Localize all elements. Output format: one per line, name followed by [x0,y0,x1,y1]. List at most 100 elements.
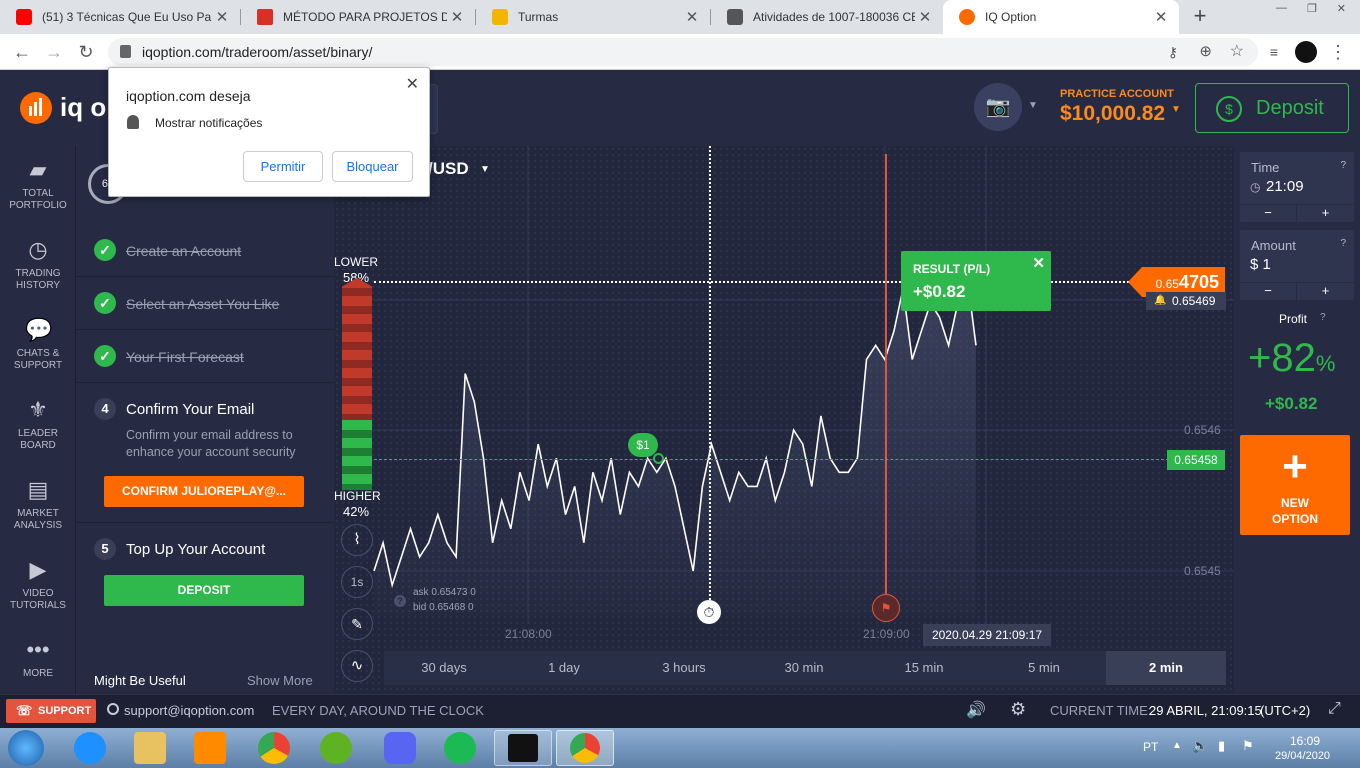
timeframe-3-hours[interactable]: 3 hours [662,660,706,675]
balance-chevron-icon[interactable]: ▼ [1171,104,1181,115]
network-icon[interactable]: ▮ [1218,738,1226,753]
block-button[interactable]: Bloquear [332,151,413,182]
bell-icon [127,115,139,129]
volume-icon[interactable]: 🔊 [966,702,986,719]
entry-price-tag: 0.65458 [1167,450,1225,470]
alert-price-tag[interactable]: 🔔 0.65469 [1146,292,1226,310]
show-more-link[interactable]: Show More [247,673,313,688]
timeframe-30-min[interactable]: 30 min [784,660,824,675]
amount-box[interactable]: Amount ? $ 1 − + [1240,230,1354,300]
indicators-icon[interactable]: ∿ [341,650,373,682]
start-button[interactable] [8,730,44,766]
ie-icon[interactable] [74,732,106,764]
browser-tab-turmas[interactable]: Turmas ✕ [476,0,710,34]
nav-video-tutorials[interactable]: ▶ VIDEO TUTORIALS [10,557,66,612]
spotify-icon[interactable] [444,732,476,764]
asset-chevron-icon[interactable]: ▼ [480,164,490,175]
y-tick: 0.6545 [1184,564,1221,578]
help-icon[interactable]: ? [1340,238,1346,249]
close-tab-icon[interactable]: ✕ [1154,9,1168,26]
chrome-icon[interactable] [258,732,290,764]
timeframe-1-day[interactable]: 1 day [548,660,580,675]
timeframe-5-min[interactable]: 5 min [1028,660,1060,675]
asset-name[interactable]: /USD [428,159,469,178]
time-box[interactable]: Time ? ◷ 21:09 − + [1240,152,1354,222]
nav-trading-history[interactable]: ◷ TRADING HISTORY [15,237,61,292]
tray-arrow-icon[interactable]: ▲ [1172,740,1182,751]
camera-icon[interactable]: 📷 [974,83,1022,131]
chart-area[interactable]: /USD ▼ LOWER 58% HIGHER 42% ⌇ 1s ✎ ∿ ? a… [334,146,1234,694]
iqoption-icon [959,9,975,25]
nav-market-analysis[interactable]: ▤ MARKET ANALYSIS [13,477,63,532]
timeframe-2-min[interactable]: 2 min [1106,651,1226,685]
back-icon[interactable]: ← [13,42,31,62]
discord-icon[interactable] [384,732,416,764]
star-icon[interactable]: ☆ [1229,43,1244,60]
minimize-icon[interactable]: — [1275,2,1287,14]
timeframe-30-days[interactable]: 30 days [421,660,467,675]
chrome-window-button[interactable] [556,730,614,766]
popup-close-icon[interactable]: ✕ [405,76,419,93]
close-tab-icon[interactable]: ✕ [685,9,699,26]
confirm-email-button[interactable]: CONFIRM JULIOREPLAY@... [104,476,304,507]
browser-tab-metodo[interactable]: MÉTODO PARA PROJETOS DE A ✕ [241,0,475,34]
media-player-icon[interactable] [194,732,226,764]
panel-deposit-button[interactable]: DEPOSIT [104,575,304,606]
fullscreen-icon[interactable]: ⤢ [1328,700,1341,717]
close-tab-icon[interactable]: ✕ [450,9,464,26]
price-chart[interactable] [334,146,1234,694]
nav-leader-board[interactable]: ⚜ LEADER BOARD [17,397,58,452]
menu-icon[interactable]: ⋮ [1329,42,1347,62]
x-tick: 21:08:00 [505,627,552,641]
language-indicator[interactable]: PT [1143,740,1159,754]
deposit-button[interactable]: $ Deposit [1195,83,1349,133]
close-result-icon[interactable]: ✕ [1032,255,1045,272]
volume-tray-icon[interactable]: 🔈 [1192,738,1209,753]
support-email[interactable]: support@iqoption.com [124,703,255,718]
timeframe-15-min[interactable]: 15 min [904,660,944,675]
browser-tab-youtube[interactable]: (51) 3 Técnicas Que Eu Uso Para ✕ [0,0,240,34]
new-option-button[interactable]: + NEW OPTION [1240,435,1350,535]
browser-tab-iqoption[interactable]: IQ Option ✕ [943,0,1179,34]
help-icon[interactable]: ? [1340,160,1346,171]
time-decrease-button[interactable]: − [1240,204,1297,222]
x-tick: 21:09:00 [863,627,910,641]
chart-type-icon[interactable]: ⌇ [341,524,373,556]
close-tab-icon[interactable]: ✕ [215,9,229,26]
key-icon[interactable]: ⚷ [1167,44,1178,60]
support-button[interactable]: ☏ SUPPORT [6,699,96,723]
new-tab-button[interactable]: + [1193,3,1207,28]
chevron-down-icon[interactable]: ▼ [1028,100,1038,111]
nav-chats-support[interactable]: 💬 CHATS & SUPPORT [13,317,63,372]
nav-total-portfolio[interactable]: ▰ TOTAL PORTFOLIO [9,157,67,212]
media-icon[interactable]: ≡ [1269,44,1279,60]
utorrent-icon[interactable] [320,732,352,764]
iq-logo-icon [20,92,52,124]
settings-gear-icon[interactable]: ⚙ [1010,699,1027,719]
amount-decrease-button[interactable]: − [1240,282,1297,300]
chrome-icon [570,733,600,763]
amount-increase-button[interactable]: + [1297,282,1354,300]
info-icon[interactable]: ? [394,595,406,607]
allow-button[interactable]: Permitir [243,151,323,182]
explorer-icon[interactable] [134,732,166,764]
draw-tool-icon[interactable]: ✎ [341,608,373,640]
nav-more[interactable]: ••• MORE [23,637,53,680]
balance[interactable]: $10,000.82 [1060,102,1166,125]
reload-icon[interactable]: ↻ [78,42,94,62]
window-close-icon[interactable]: ✕ [1336,3,1347,15]
time-increase-button[interactable]: + [1297,204,1354,222]
add-icon[interactable]: ⊕ [1199,43,1212,60]
close-tab-icon[interactable]: ✕ [918,9,932,26]
plus-icon: + [1282,442,1308,491]
notification-permission-popup: iqoption.com deseja ✕ Mostrar notificaçõ… [108,67,430,197]
timeframe-button[interactable]: 1s [341,566,373,598]
action-center-icon[interactable]: ⚑ [1242,738,1254,753]
maximize-icon[interactable]: ❐ [1306,3,1317,15]
profile-avatar[interactable] [1295,41,1317,63]
forward-icon[interactable]: → [45,42,63,62]
browser-tab-atividades[interactable]: Atividades de 1007-180036 CE ✕ [711,0,943,34]
help-icon[interactable]: ? [1320,312,1326,323]
app-window-button[interactable] [494,730,552,766]
url-input[interactable]: iqoption.com/traderoom/asset/binary/ ⚷ ⊕… [108,38,1258,66]
